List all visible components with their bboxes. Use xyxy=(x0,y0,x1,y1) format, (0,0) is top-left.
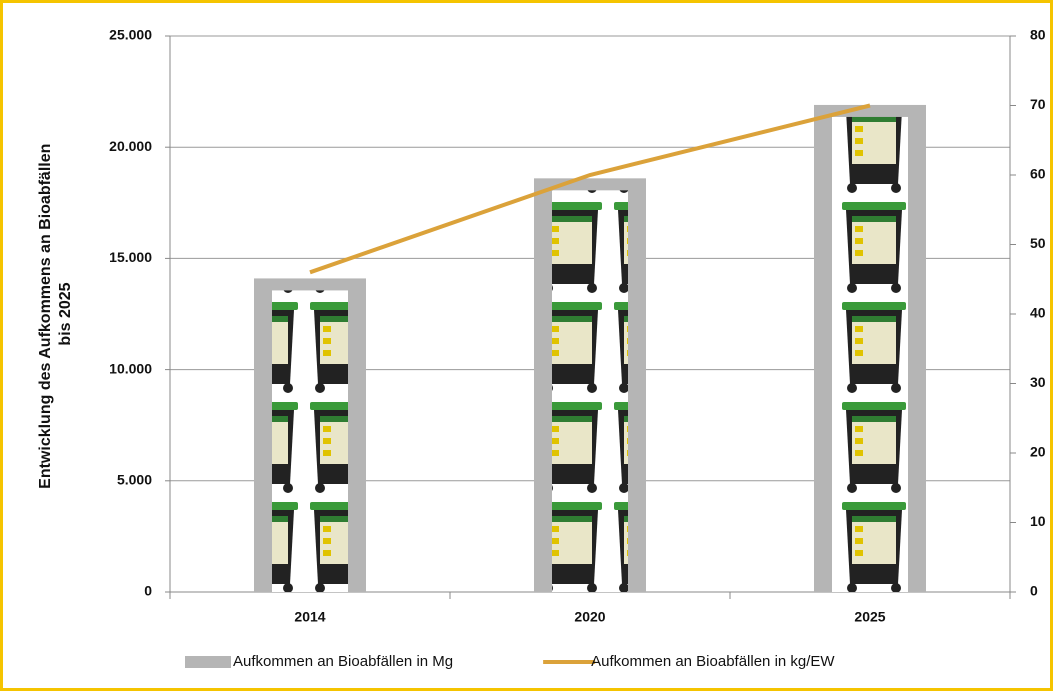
y-tick-label: 15.000 xyxy=(109,249,152,265)
y2-tick-label: 60 xyxy=(1030,166,1046,182)
y2-tick-label: 10 xyxy=(1030,513,1046,529)
y2-tick-label: 30 xyxy=(1030,374,1046,390)
line xyxy=(309,103,871,275)
y2-tick-label: 50 xyxy=(1030,235,1046,251)
y2-tick-label: 80 xyxy=(1030,27,1046,43)
y2-tick-label: 70 xyxy=(1030,96,1046,112)
bar-bins xyxy=(272,290,348,592)
legend-label: Aufkommen an Bioabfällen in kg/EW xyxy=(591,653,835,670)
y2-tick-label: 0 xyxy=(1030,583,1038,599)
y-tick-label: 10.000 xyxy=(109,360,152,376)
y2-tick-label: 40 xyxy=(1030,305,1046,321)
legend-label: Aufkommen an Bioabfällen in Mg xyxy=(233,653,453,670)
y-axis-title-line: bis 2025 xyxy=(57,282,74,345)
bar-bins xyxy=(552,190,628,592)
x-tick-label: 2020 xyxy=(574,609,605,625)
legend-swatch xyxy=(185,656,231,668)
plot: 0 5.000 10.000 15.000 20.000 25.000 0 10 20 30 40 5… xyxy=(109,27,1046,670)
y-tick-label: 25.000 xyxy=(109,27,152,43)
y-tick-label: 20.000 xyxy=(109,138,152,154)
y-axis-title: Entwicklung des Aufkommens an Bioabfälle… xyxy=(37,139,74,489)
y-axis-title-line: Entwicklung des Aufkommens an Bioabfälle… xyxy=(37,144,54,489)
y-tick-label: 5.000 xyxy=(117,472,152,488)
x-tick-label: 2014 xyxy=(294,609,325,625)
x-tick-label: 2025 xyxy=(854,609,885,625)
bar-bins xyxy=(832,116,908,592)
y-tick-label: 0 xyxy=(144,583,152,599)
y2-tick-label: 20 xyxy=(1030,444,1046,460)
